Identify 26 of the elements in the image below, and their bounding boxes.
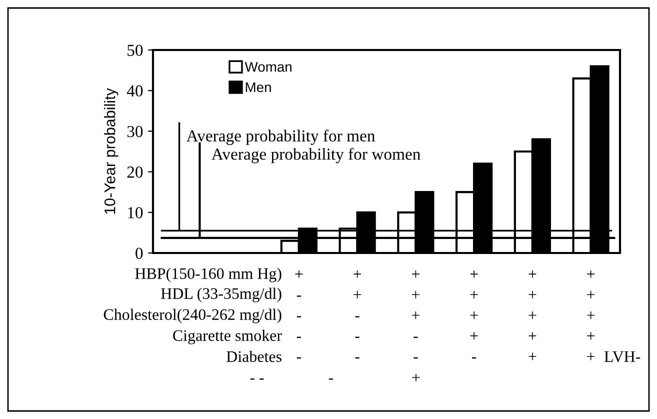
y-tick-label: 20 (127, 166, 143, 178)
text: - - (250, 378, 264, 380)
legend-label: Woman (244, 62, 292, 72)
text: - (328, 378, 334, 380)
y-tick-label: 40 (126, 85, 143, 97)
text: Cigarette smoker (173, 330, 282, 344)
text: Cholesterol(240-262 mg/dl) (104, 308, 282, 324)
category-label: + - - - - (295, 270, 303, 359)
y-tick-label: 30 (127, 126, 143, 138)
text: LVH- (604, 351, 640, 362)
category-label: + + - - - (354, 270, 362, 359)
y-axis-title: 10-Year probability (104, 88, 118, 214)
x-tick-label: + + + + + (587, 270, 595, 360)
text: HDL (33-35mg/dl) (161, 288, 282, 302)
legend-label: Men (246, 82, 271, 92)
y-tick-label: 10 (128, 207, 143, 218)
x-tick-label: + + + + - (470, 270, 478, 359)
text: + (412, 374, 420, 382)
category-label: + + + - - (412, 270, 420, 359)
text: HBP(150-160 mm Hg) (135, 268, 282, 282)
ref-line-label: Average probability for men (186, 130, 375, 145)
y-tick-label: 50 (128, 44, 143, 56)
y-tick-label: 0 (136, 248, 143, 259)
x-tick-label: + + + + + (528, 270, 536, 360)
ref-line-label: Average probability for women (212, 148, 420, 164)
text: Diabetes (226, 350, 282, 362)
